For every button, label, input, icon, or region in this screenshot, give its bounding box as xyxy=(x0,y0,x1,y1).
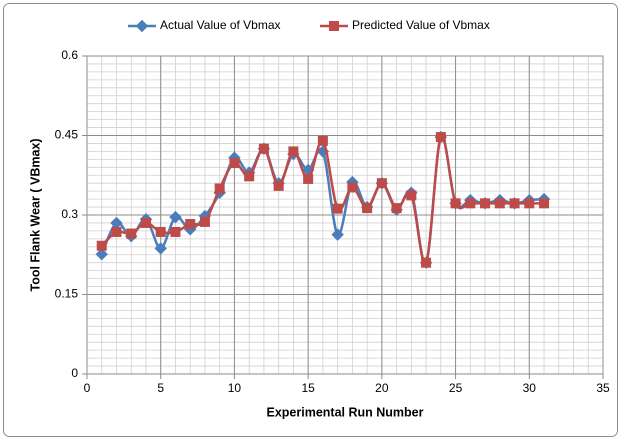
plot-border xyxy=(86,55,604,375)
data-point xyxy=(435,132,446,143)
x-tick-label: 5 xyxy=(157,381,164,395)
legend-marker xyxy=(135,19,149,33)
x-tick-label: 0 xyxy=(84,381,91,395)
data-point xyxy=(347,182,358,193)
data-point xyxy=(244,171,255,182)
data-point xyxy=(376,178,387,189)
data-point xyxy=(155,226,166,237)
data-point xyxy=(214,183,225,194)
y-tick-label: 0.3 xyxy=(61,207,78,221)
legend-label: Predicted Value of Vbmax xyxy=(352,18,490,32)
data-point xyxy=(524,198,535,209)
x-tick-label: 15 xyxy=(301,381,315,395)
data-point xyxy=(140,217,151,228)
data-point xyxy=(154,242,167,255)
data-point xyxy=(95,248,108,261)
legend-marker xyxy=(329,21,339,31)
data-point xyxy=(539,198,550,209)
data-point xyxy=(465,198,476,209)
data-point xyxy=(391,203,402,214)
x-tick-label: 10 xyxy=(228,381,242,395)
y-tick-label: 0 xyxy=(71,366,78,380)
x-tick-label: 20 xyxy=(375,381,389,395)
data-point xyxy=(199,216,210,227)
data-point xyxy=(185,219,196,230)
data-point xyxy=(450,198,461,209)
data-point xyxy=(509,198,520,209)
data-point xyxy=(332,203,343,214)
x-tick-label: 30 xyxy=(523,381,537,395)
data-point xyxy=(317,135,328,146)
data-point xyxy=(126,228,137,239)
data-point xyxy=(406,190,417,201)
legend-label: Actual Value of Vbmax xyxy=(160,18,281,32)
data-point xyxy=(494,198,505,209)
x-tick-label: 25 xyxy=(449,381,463,395)
data-point xyxy=(331,228,344,241)
y-tick-label: 0.6 xyxy=(61,48,78,62)
data-point xyxy=(169,210,182,224)
data-point xyxy=(111,226,122,237)
data-point xyxy=(170,226,181,237)
chart-border xyxy=(3,3,618,437)
data-point xyxy=(273,180,284,191)
x-tick-label: 35 xyxy=(596,381,610,395)
data-point xyxy=(303,173,314,184)
data-point xyxy=(480,198,491,209)
x-axis-title: Experimental Run Number xyxy=(267,405,424,419)
data-point xyxy=(229,158,240,169)
y-tick-label: 0.45 xyxy=(55,128,79,142)
y-axis-title: Tool Flank Wear ( VBmax) xyxy=(28,138,42,291)
data-point xyxy=(288,146,299,157)
data-point xyxy=(421,257,432,268)
data-point xyxy=(96,240,107,251)
y-tick-label: 0.15 xyxy=(55,287,79,301)
data-point xyxy=(362,203,373,214)
data-point xyxy=(258,143,269,154)
